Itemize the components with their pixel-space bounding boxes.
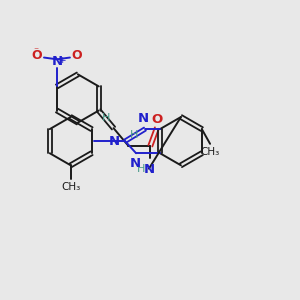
- Text: N: N: [109, 135, 120, 148]
- Text: O: O: [32, 49, 42, 62]
- Text: H: H: [136, 164, 145, 174]
- Text: N: N: [129, 158, 140, 170]
- Text: +: +: [58, 56, 65, 65]
- Text: O: O: [72, 49, 82, 62]
- Text: ⁻: ⁻: [33, 47, 38, 57]
- Text: CH₃: CH₃: [61, 182, 80, 191]
- Text: N: N: [138, 112, 149, 125]
- Text: O: O: [152, 113, 163, 126]
- Text: N: N: [51, 55, 62, 68]
- Text: H: H: [102, 113, 111, 123]
- Text: CH₃: CH₃: [200, 147, 220, 157]
- Text: N: N: [143, 163, 155, 176]
- Text: H: H: [130, 130, 138, 140]
